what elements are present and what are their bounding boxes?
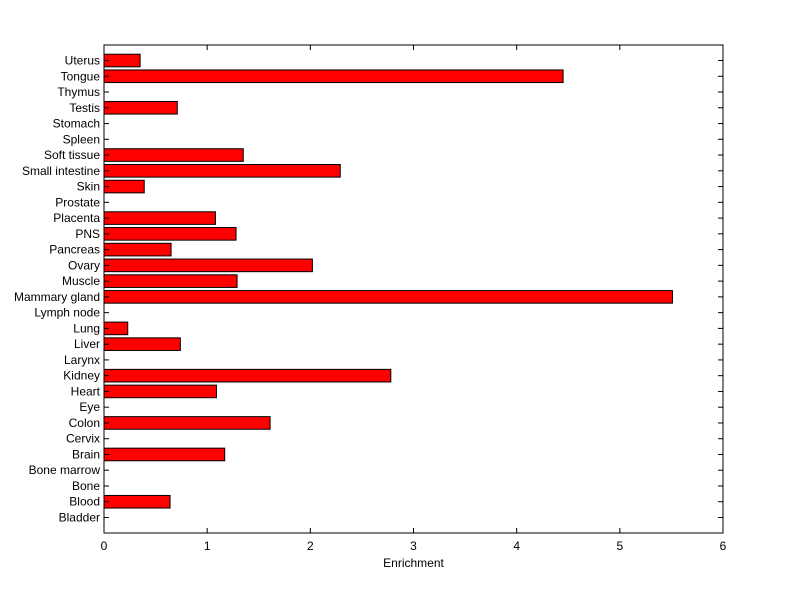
bar-liver [103,337,181,351]
y-tick-label: Larynx [64,353,100,367]
y-tick-label: Blood [69,495,100,509]
y-tick-label: Testis [69,101,100,115]
y-tick-label: Pancreas [49,243,100,257]
bar-tongue [103,69,564,84]
y-tick-label: Thymus [57,85,100,99]
x-tick-label: 2 [307,539,314,553]
bar-ovary [103,258,313,273]
y-tick-label: Stomach [53,117,100,131]
x-axis-title: Enrichment [383,556,444,570]
y-tick-label: Soft tissue [44,148,100,162]
y-tick-label: Kidney [63,369,100,383]
bar-heart [103,384,217,399]
x-tick-label: 6 [720,539,727,553]
y-tick-label: Liver [74,337,100,351]
bar-kidney [103,368,392,383]
y-tick-label: Brain [72,447,100,461]
y-tick-label: Lymph node [34,306,100,320]
x-tick-label: 3 [410,539,417,553]
bars-layer [103,53,673,509]
bar-colon [103,416,271,430]
y-tick-label: Bladder [59,511,100,525]
bar-pancreas [103,242,172,257]
y-tick-label: Bone marrow [29,463,101,477]
y-tick-label: Heart [71,384,101,398]
bar-small-intestine [103,164,341,178]
x-tick-label: 5 [616,539,623,553]
bar-placenta [103,211,216,225]
x-tick-label: 1 [204,539,211,553]
bar-pns [103,227,237,241]
y-tick-label: Lung [73,321,100,335]
y-tick-label: Uterus [65,54,100,68]
y-tick-label: Spleen [63,132,100,146]
bar-muscle [103,274,238,288]
y-tick-label: Ovary [68,258,100,272]
y-tick-label: Muscle [62,274,100,288]
bar-soft-tissue [103,148,244,162]
y-tick-label: Mammary gland [14,290,100,304]
y-tick-label: Skin [77,180,100,194]
y-tick-label: Eye [79,400,100,414]
y-tick-label: Small intestine [22,164,100,178]
y-tick-label: PNS [75,227,100,241]
bar-testis [103,100,178,115]
bar-mammary-gland [103,290,673,304]
bar-skin [103,179,145,194]
y-tick-label: Placenta [53,211,100,225]
y-tick-label: Prostate [55,195,100,209]
ticks-layer [103,45,724,533]
y-tick-label: Colon [69,416,100,430]
y-tick-label: Cervix [66,432,100,446]
bar-brain [103,447,226,462]
x-tick-label: 0 [101,539,108,553]
bar-uterus [103,53,141,68]
bar-blood [103,494,171,509]
y-tick-label: Bone [72,479,100,493]
y-tick-label: Tongue [61,69,101,83]
x-tick-label: 4 [513,539,520,553]
